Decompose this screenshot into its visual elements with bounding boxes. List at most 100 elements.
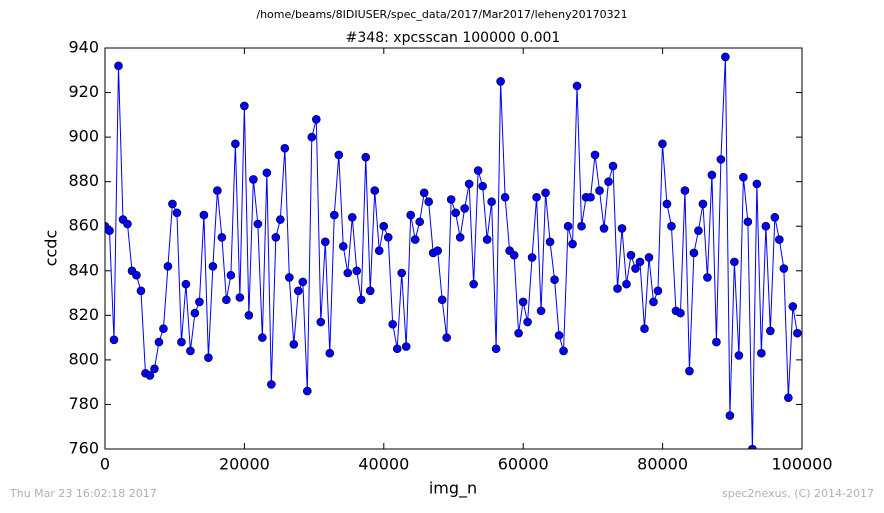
data-point xyxy=(172,208,182,218)
data-point xyxy=(186,346,195,356)
data-point xyxy=(766,326,775,336)
data-point xyxy=(667,221,676,231)
data-point xyxy=(276,215,285,224)
data-point xyxy=(595,186,604,195)
data-point xyxy=(311,114,321,124)
data-point xyxy=(563,221,573,231)
data-point xyxy=(204,353,213,362)
data-point xyxy=(145,371,155,380)
data-point xyxy=(195,297,204,307)
data-point xyxy=(743,217,753,227)
data-point xyxy=(383,233,393,242)
data-point xyxy=(168,199,177,209)
data-point xyxy=(213,186,222,195)
data-point xyxy=(217,233,227,242)
x-tick-label: 20000 xyxy=(219,455,270,474)
plot-area xyxy=(105,52,802,449)
data-point xyxy=(244,311,254,320)
data-point xyxy=(150,364,159,374)
credit: spec2nexus, (C) 2014-2017 xyxy=(722,487,874,500)
data-point xyxy=(271,233,281,242)
data-point xyxy=(159,324,168,334)
data-point xyxy=(658,139,667,149)
data-point xyxy=(231,139,240,149)
data-point xyxy=(694,226,703,235)
data-point xyxy=(527,253,537,262)
data-point xyxy=(518,297,528,307)
data-point xyxy=(712,337,721,347)
plot-frame xyxy=(104,47,803,450)
data-point xyxy=(388,319,398,329)
x-tick-label: 100000 xyxy=(771,455,832,474)
data-point xyxy=(303,386,312,396)
data-point xyxy=(640,324,649,334)
data-point xyxy=(334,150,344,160)
data-point xyxy=(109,335,119,345)
data-point xyxy=(320,237,330,247)
data-point xyxy=(105,226,114,235)
y-tick-label: 840 xyxy=(68,260,99,279)
y-tick-label: 800 xyxy=(68,349,99,368)
data-point xyxy=(370,186,380,195)
data-point xyxy=(491,344,501,354)
data-point xyxy=(680,186,690,195)
data-point xyxy=(730,257,739,267)
data-point xyxy=(784,393,793,403)
data-point xyxy=(177,337,186,347)
data-point xyxy=(208,262,218,271)
data-point xyxy=(446,195,456,204)
data-point xyxy=(289,339,299,349)
data-point xyxy=(415,217,424,227)
data-point xyxy=(721,52,730,62)
data-point xyxy=(626,250,636,260)
data-point xyxy=(356,295,366,305)
data-point xyxy=(572,81,582,91)
y-tick-label: 940 xyxy=(68,38,99,57)
data-point xyxy=(788,302,798,311)
data-point xyxy=(532,192,541,202)
data-point xyxy=(545,237,555,247)
data-point xyxy=(635,257,645,267)
data-point xyxy=(424,197,433,207)
data-point xyxy=(316,317,326,327)
data-point xyxy=(775,235,784,244)
data-point xyxy=(608,161,618,171)
data-point xyxy=(240,101,249,111)
data-point xyxy=(500,192,510,202)
data-point xyxy=(401,342,411,351)
data-point xyxy=(114,61,123,71)
data-point xyxy=(779,264,789,273)
data-point xyxy=(676,308,685,318)
data-point xyxy=(662,199,672,209)
data-point xyxy=(514,328,523,338)
data-point xyxy=(739,172,748,182)
data-point xyxy=(163,262,173,271)
data-point xyxy=(222,295,231,305)
data-point xyxy=(294,286,303,296)
y-tick-label: 860 xyxy=(68,216,99,235)
data-point xyxy=(352,266,362,276)
data-point xyxy=(568,239,577,249)
data-point xyxy=(325,348,335,358)
data-point xyxy=(249,175,258,184)
chart-title: #348: xpcsscan 100000 0.001 xyxy=(346,30,561,46)
y-axis-label: ccdc xyxy=(42,230,61,267)
data-point xyxy=(509,250,519,260)
data-point xyxy=(235,293,245,302)
data-point xyxy=(343,268,353,278)
data-point xyxy=(622,279,631,289)
data-point xyxy=(181,279,191,289)
data-point xyxy=(347,213,357,222)
data-point xyxy=(451,208,460,218)
data-point xyxy=(190,308,200,318)
data-point xyxy=(132,270,141,280)
data-point xyxy=(599,224,609,233)
data-point xyxy=(478,181,487,191)
data-point xyxy=(523,317,532,327)
data-point xyxy=(361,152,371,162)
data-point xyxy=(397,268,407,278)
suptitle: /home/beams/8IDIUSER/spec_data/2017/Mar2… xyxy=(256,8,627,21)
data-point xyxy=(734,351,744,360)
y-tick-label: 920 xyxy=(68,82,99,101)
